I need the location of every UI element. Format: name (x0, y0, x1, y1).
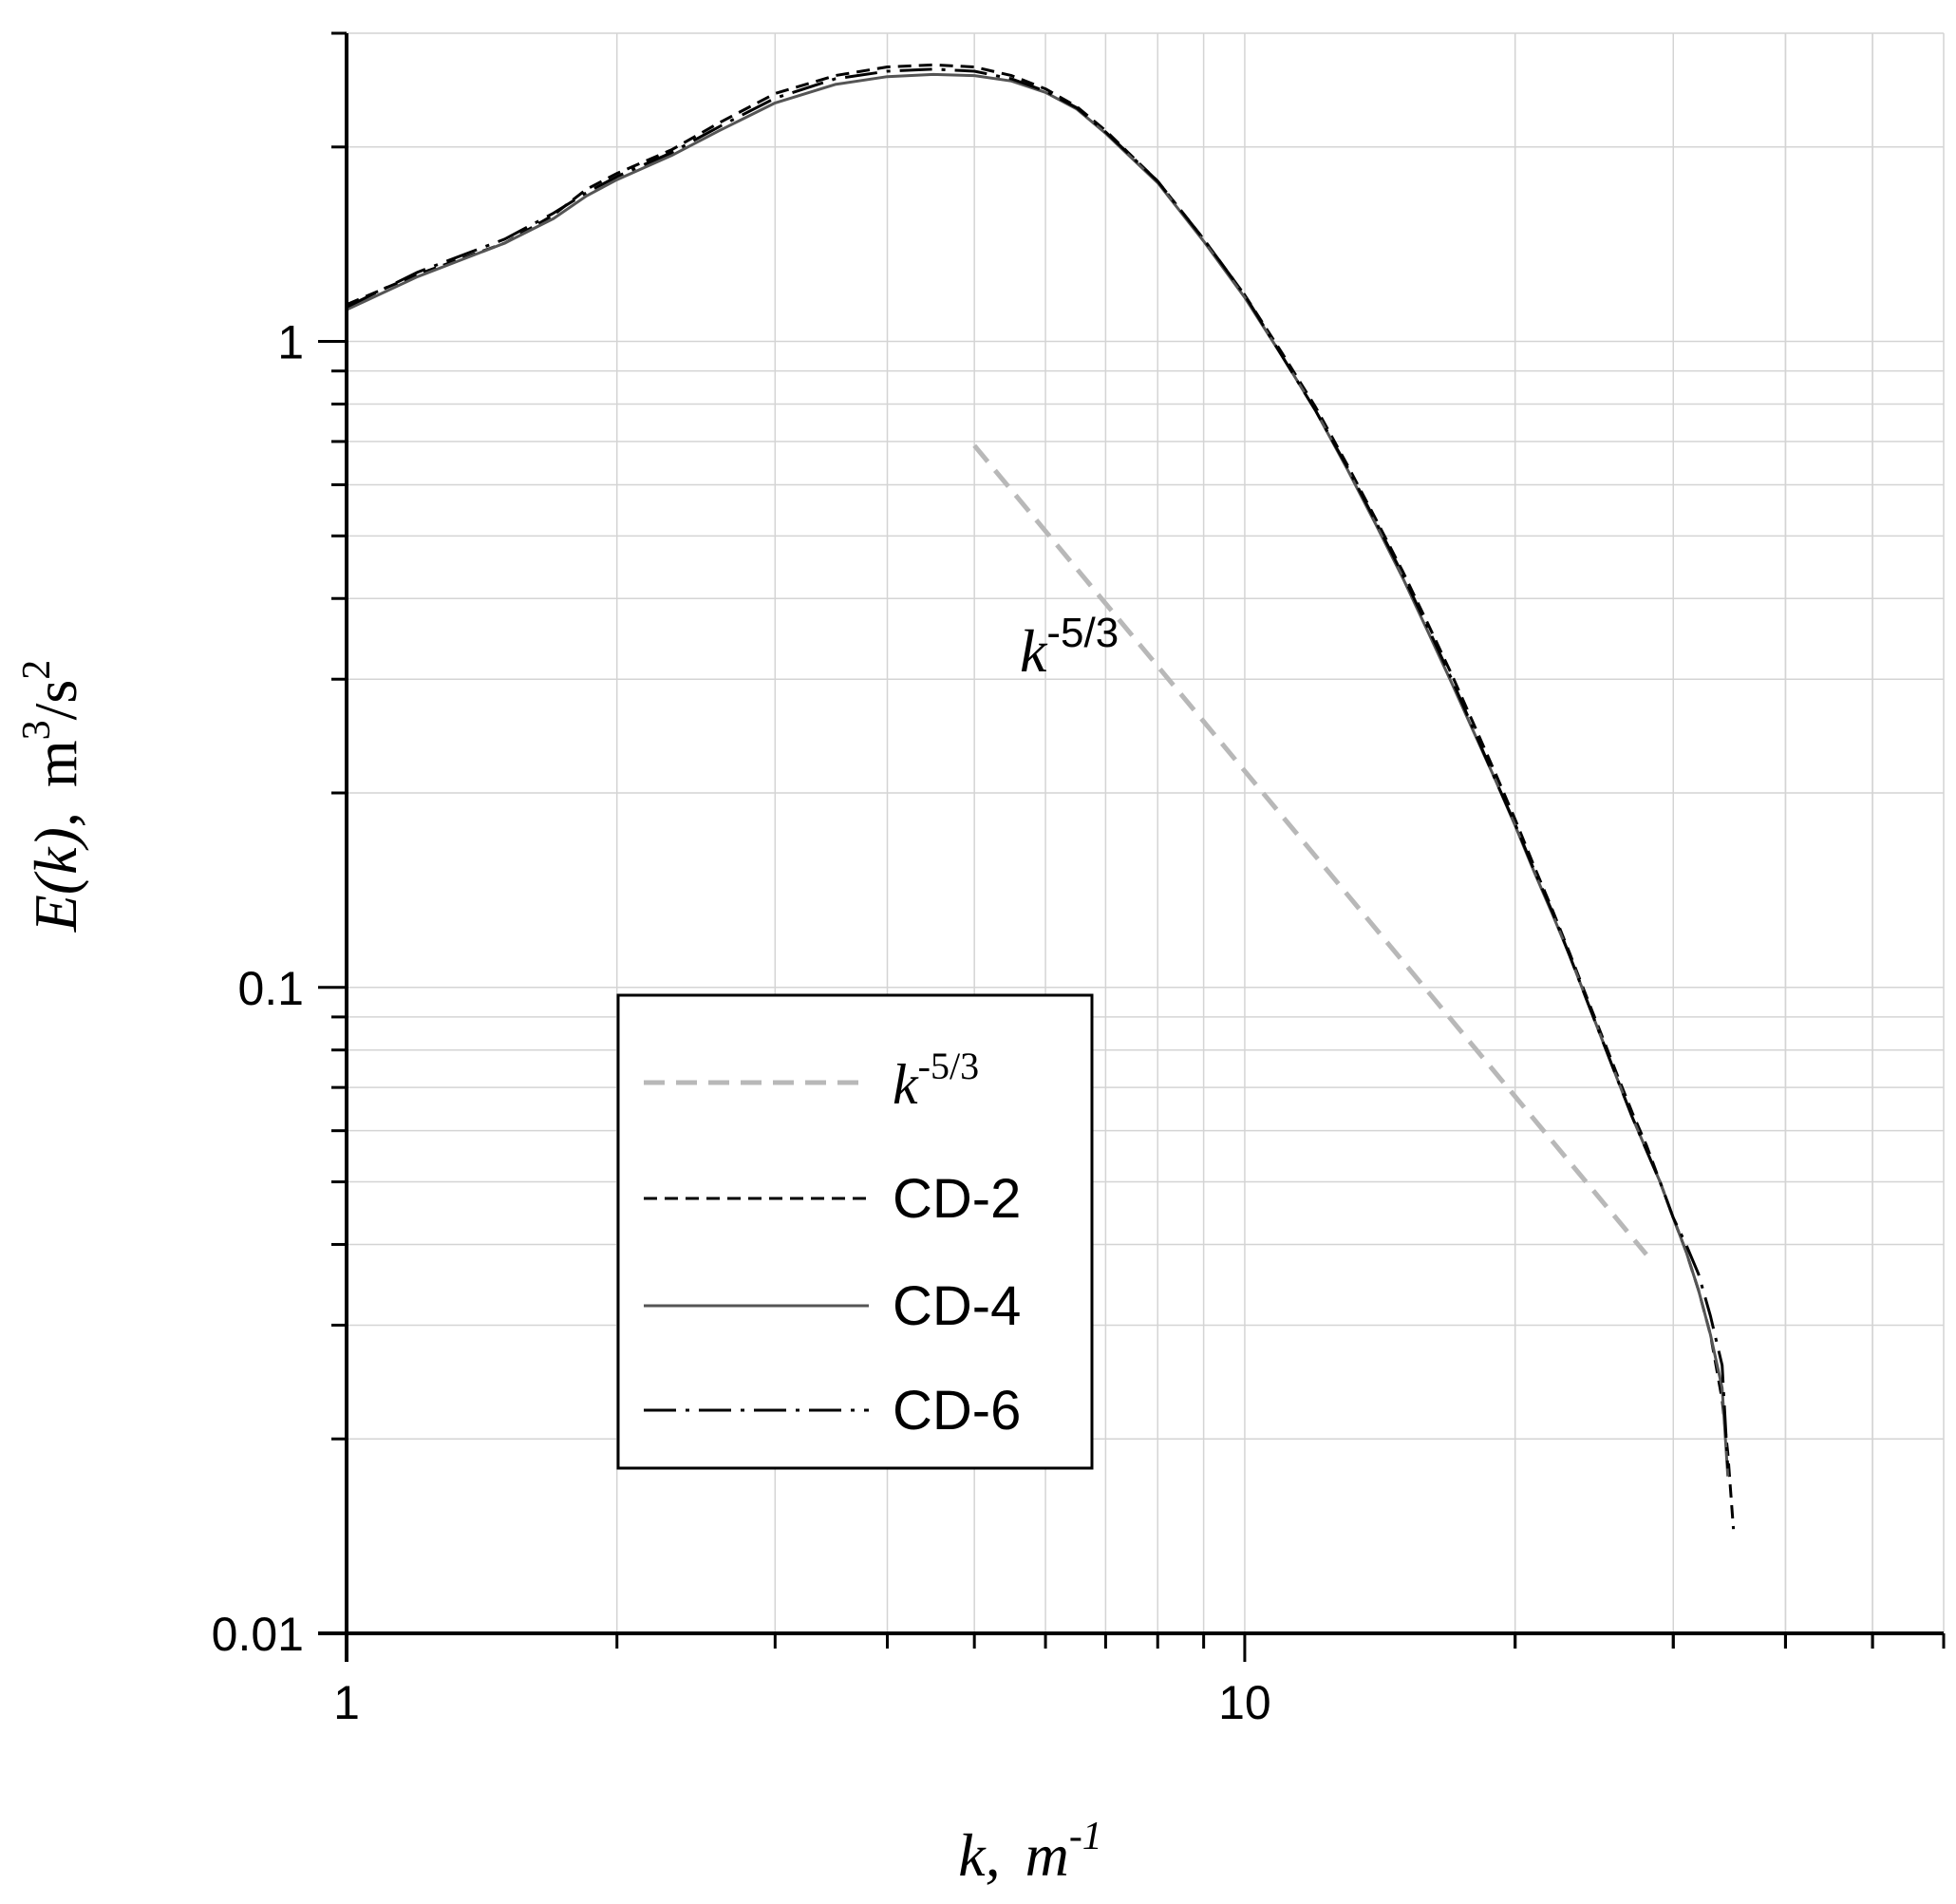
legend-label: CD-6 (893, 1380, 1021, 1442)
legend-label: CD-4 (893, 1275, 1021, 1337)
slope-annotation: k-5/3 (1020, 610, 1119, 685)
series-line-cd-6 (346, 67, 1730, 1469)
series-group (346, 63, 1736, 1530)
y-axis-title: E(k),m3/s2 (15, 660, 89, 933)
axes (318, 31, 1946, 1662)
legend-label: CD-2 (893, 1168, 1021, 1230)
x-tick-label: 1 (333, 1676, 360, 1729)
y-tick-label: 0.01 (212, 1608, 304, 1661)
legend-label: k-5/3 (893, 1045, 979, 1116)
x-tick-label: 10 (1218, 1676, 1271, 1729)
legend-box (616, 993, 1094, 1470)
legend: k-5/3 CD-2 CD-4 CD-6 (616, 993, 1094, 1470)
x-axis-title: k, m-1 (958, 1815, 1102, 1889)
series-line-cd-4 (346, 72, 1730, 1477)
y-tick-label: 1 (277, 316, 304, 369)
tick-labels: 1 10 0.01 0.1 1 (212, 316, 1271, 1729)
y-tick-label: 0.1 (237, 962, 304, 1015)
series-line-k-5-3 (972, 443, 1648, 1256)
